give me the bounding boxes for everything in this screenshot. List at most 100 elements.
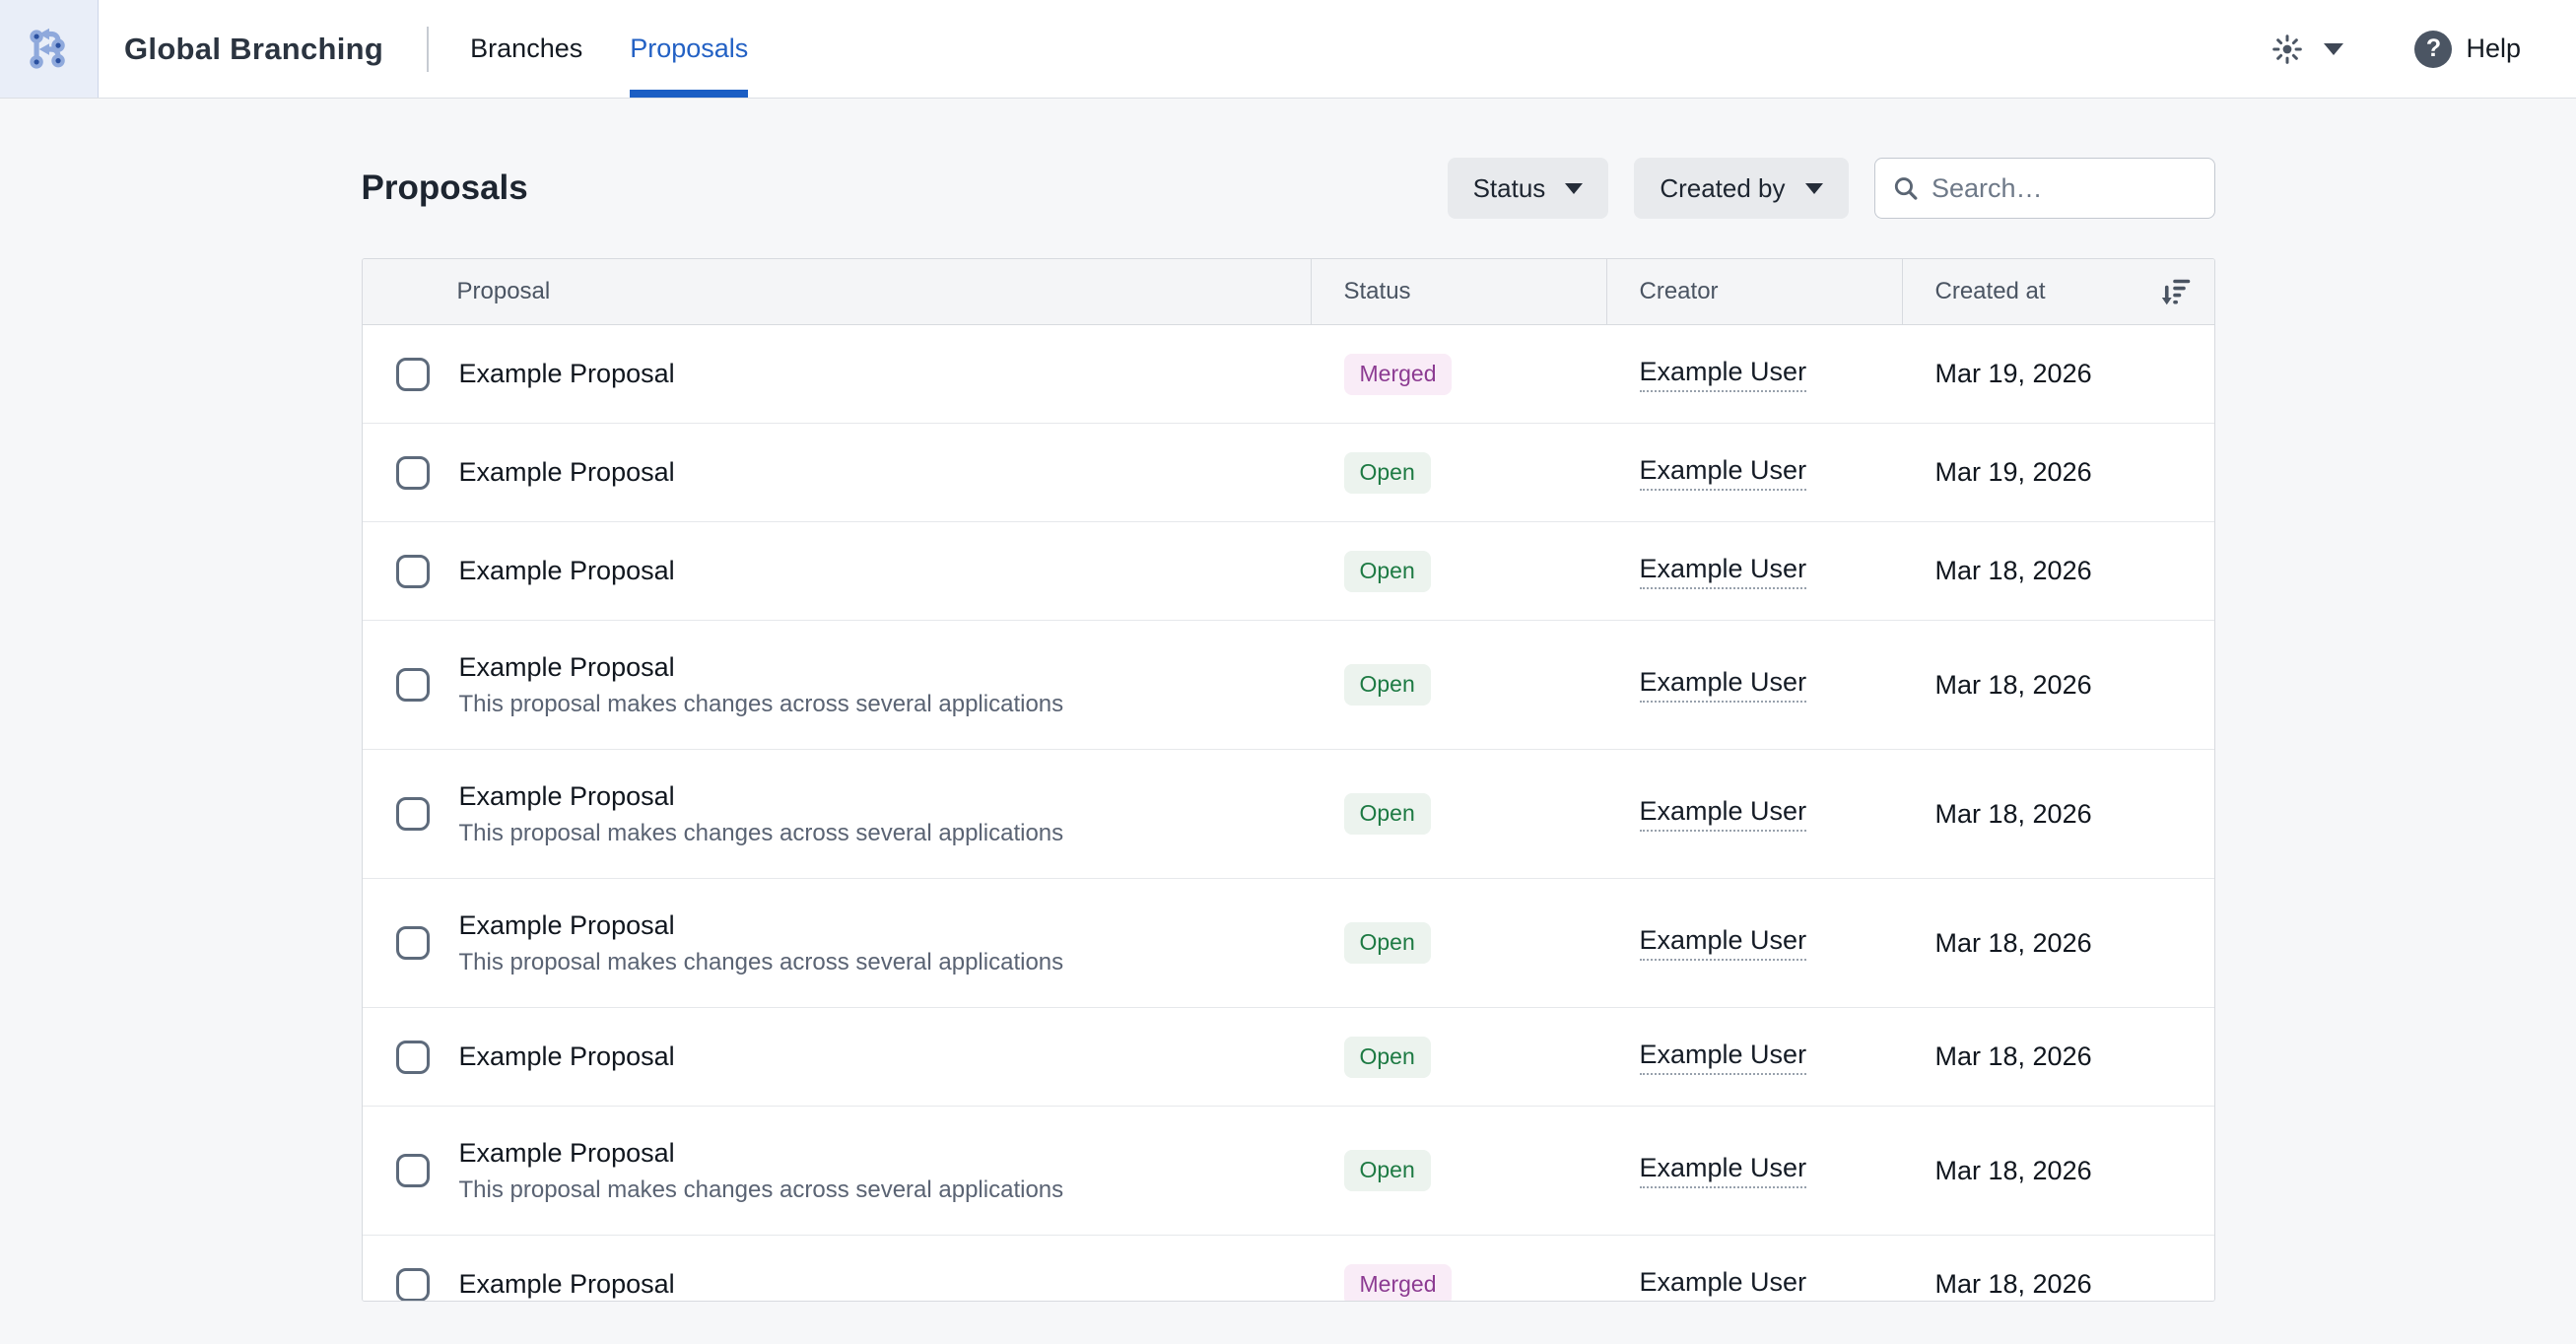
status-badge: Open: [1343, 1036, 1431, 1078]
proposal-cell: Example Proposal This proposal makes cha…: [363, 750, 1312, 878]
row-checkbox[interactable]: [395, 926, 430, 960]
created-at-cell: Mar 18, 2026: [1903, 1236, 2214, 1301]
chevron-down-icon: [1804, 182, 1823, 194]
status-badge: Open: [1343, 1150, 1431, 1191]
status-badge: Open: [1343, 664, 1431, 706]
proposal-description: This proposal makes changes across sever…: [458, 819, 1064, 846]
proposal-title[interactable]: Example Proposal: [458, 359, 675, 388]
status-badge: Merged: [1343, 353, 1453, 395]
chevron-down-icon: [1565, 182, 1584, 194]
filters-bar: Status Created by: [1447, 158, 2215, 219]
proposal-title[interactable]: Example Proposal: [458, 1269, 675, 1299]
search-icon: [1894, 177, 1917, 200]
row-checkbox[interactable]: [395, 455, 430, 490]
creator-link[interactable]: Example User: [1639, 925, 1807, 961]
row-checkbox[interactable]: [395, 668, 430, 702]
created-at-cell: Mar 18, 2026: [1903, 621, 2214, 749]
created-at: Mar 19, 2026: [1934, 359, 2092, 388]
status-cell: Open: [1312, 621, 1607, 749]
proposal-title[interactable]: Example Proposal: [458, 1137, 675, 1168]
status-filter-label: Status: [1472, 172, 1546, 203]
created-by-filter-button[interactable]: Created by: [1634, 158, 1849, 219]
table-row: Example Proposal This proposal makes cha…: [362, 621, 2214, 750]
proposal-title[interactable]: Example Proposal: [458, 651, 675, 682]
created-at: Mar 18, 2026: [1934, 927, 2092, 958]
proposal-cell: Example Proposal: [363, 522, 1312, 620]
created-at-cell: Mar 19, 2026: [1903, 325, 2214, 423]
created-at-cell: Mar 18, 2026: [1903, 879, 2214, 1007]
app-logo[interactable]: [0, 0, 99, 98]
created-at: Mar 18, 2026: [1934, 1042, 2092, 1071]
row-checkbox[interactable]: [395, 357, 430, 391]
header-actions: ? Help: [2271, 0, 2576, 98]
proposal-title[interactable]: Example Proposal: [458, 1042, 675, 1071]
sun-icon: [2272, 34, 2303, 64]
proposal-cell: Example Proposal: [363, 1236, 1312, 1301]
proposal-cell: Example Proposal: [363, 325, 1312, 423]
status-badge: Open: [1343, 922, 1431, 964]
column-header-status[interactable]: Status: [1312, 259, 1607, 324]
table-row: Example Proposal This proposal makes cha…: [362, 879, 2214, 1008]
help-button[interactable]: ? Help: [2414, 30, 2521, 68]
theme-toggle-button[interactable]: [2271, 33, 2344, 66]
proposal-cell: Example Proposal: [363, 424, 1312, 521]
proposal-title[interactable]: Example Proposal: [458, 457, 675, 487]
search-input[interactable]: [1931, 172, 2199, 204]
creator-link[interactable]: Example User: [1639, 554, 1807, 589]
app-header: Global Branching Branches Proposals: [0, 0, 2576, 99]
creator-link[interactable]: Example User: [1639, 1267, 1807, 1301]
table-row: Example Proposal Open Example User Mar 1…: [362, 424, 2214, 522]
column-header-created-at[interactable]: Created at: [1903, 259, 2214, 324]
sort-descending-icon[interactable]: [2157, 274, 2193, 309]
row-checkbox[interactable]: [395, 1040, 430, 1074]
creator-link[interactable]: Example User: [1639, 796, 1807, 832]
help-label: Help: [2466, 34, 2521, 63]
proposal-title[interactable]: Example Proposal: [458, 909, 675, 940]
creator-link[interactable]: Example User: [1639, 667, 1807, 703]
creator-cell: Example User: [1607, 1236, 1903, 1301]
creator-link[interactable]: Example User: [1639, 455, 1807, 491]
status-cell: Merged: [1312, 325, 1607, 423]
row-checkbox[interactable]: [395, 797, 430, 831]
created-at: Mar 19, 2026: [1934, 457, 2092, 487]
proposal-title[interactable]: Example Proposal: [458, 780, 675, 811]
creator-cell: Example User: [1607, 879, 1903, 1007]
table-row: Example Proposal This proposal makes cha…: [362, 1107, 2214, 1236]
status-cell: Open: [1312, 424, 1607, 521]
row-checkbox[interactable]: [395, 1154, 430, 1187]
status-cell: Open: [1312, 750, 1607, 878]
column-header-creator[interactable]: Creator: [1607, 259, 1903, 324]
proposal-title[interactable]: Example Proposal: [458, 556, 675, 585]
created-at-cell: Mar 19, 2026: [1903, 424, 2214, 521]
page-title: Proposals: [361, 168, 528, 207]
creator-cell: Example User: [1607, 750, 1903, 878]
search-box: [1873, 158, 2215, 219]
column-header-proposal[interactable]: Proposal: [363, 259, 1312, 324]
chevron-down-icon: [2324, 42, 2344, 55]
table-row: Example Proposal Open Example User Mar 1…: [362, 1008, 2214, 1107]
proposal-description: This proposal makes changes across sever…: [458, 948, 1064, 975]
creator-cell: Example User: [1607, 325, 1903, 423]
tab-branches[interactable]: Branches: [470, 34, 583, 63]
status-badge: Merged: [1343, 1263, 1453, 1301]
status-filter-button[interactable]: Status: [1447, 158, 1609, 219]
created-at-cell: Mar 18, 2026: [1903, 1008, 2214, 1106]
proposal-cell: Example Proposal This proposal makes cha…: [363, 879, 1312, 1007]
created-at: Mar 18, 2026: [1934, 798, 2092, 829]
proposals-table: Proposal Status Creator Created at: [361, 258, 2215, 1302]
creator-cell: Example User: [1607, 1008, 1903, 1106]
creator-cell: Example User: [1607, 1107, 1903, 1235]
creator-link[interactable]: Example User: [1639, 1040, 1807, 1075]
tab-proposals[interactable]: Proposals: [606, 0, 772, 98]
status-badge: Open: [1343, 550, 1431, 592]
table-row: Example Proposal Merged Example User Mar…: [362, 1236, 2214, 1301]
row-checkbox[interactable]: [395, 554, 430, 588]
creator-cell: Example User: [1607, 621, 1903, 749]
creator-link[interactable]: Example User: [1639, 357, 1807, 392]
status-cell: Open: [1312, 1107, 1607, 1235]
branch-merge-icon: [29, 28, 65, 69]
row-checkbox[interactable]: [395, 1267, 430, 1301]
nav-divider: [427, 26, 430, 72]
creator-link[interactable]: Example User: [1639, 1153, 1807, 1188]
created-at: Mar 18, 2026: [1934, 1269, 2092, 1299]
